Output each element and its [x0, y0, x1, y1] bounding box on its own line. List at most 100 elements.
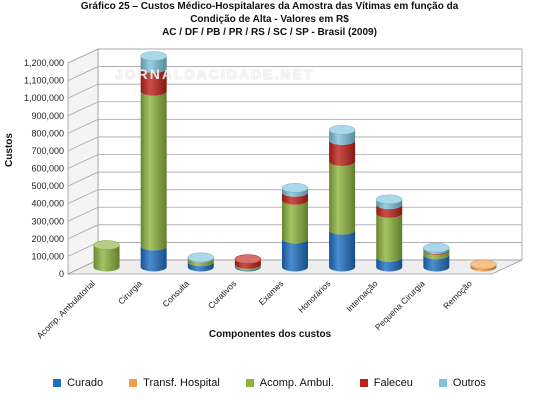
bar-cap	[93, 240, 120, 250]
bar-segment	[470, 259, 497, 272]
gridline	[67, 118, 522, 134]
bar-segment	[234, 254, 262, 269]
bar-segment	[423, 249, 450, 255]
y-tick-label: 1,100,000	[24, 76, 64, 86]
bar-segment	[93, 240, 120, 272]
bar-body	[423, 249, 450, 255]
bar-segment	[329, 140, 356, 166]
gridline	[67, 83, 522, 99]
bar-segment	[423, 254, 450, 272]
bar-body	[140, 56, 167, 73]
y-tick-label: 500,000	[31, 181, 64, 191]
bar-segment	[376, 213, 403, 262]
bar-cap	[140, 51, 167, 61]
x-category-label: Cirurgia	[116, 278, 144, 306]
x-category-label: Internação	[344, 278, 380, 314]
legend-swatch	[53, 379, 62, 387]
legend-label: Transf. Hospital	[143, 377, 220, 389]
y-tick-label: 600,000	[31, 164, 64, 174]
bar-body	[329, 230, 356, 272]
gridline	[67, 189, 522, 205]
bar-segment	[234, 266, 261, 272]
bar-segment	[140, 51, 167, 73]
legend-swatch	[438, 379, 447, 387]
bar-body	[423, 247, 450, 254]
x-category-label: Exames	[257, 278, 286, 307]
legend-label: Outros	[452, 377, 486, 389]
bar-cap	[423, 242, 450, 253]
bar-body	[234, 259, 261, 269]
x-category-label: Honorários	[296, 278, 332, 314]
gridline	[67, 66, 522, 81]
bar-body	[376, 204, 403, 218]
bar-segment	[140, 91, 167, 251]
bar-body	[282, 187, 308, 197]
bar-segment	[234, 264, 261, 271]
bar-segment	[282, 200, 308, 244]
bar-segment	[187, 258, 214, 267]
y-tick-label: 1,000,000	[24, 93, 64, 103]
y-tick-label: 800,000	[31, 128, 64, 138]
chart-title-line-1: Gráfico 25 – Custos Médico-Hospitalares …	[80, 1, 459, 12]
bar-segment	[281, 183, 309, 197]
bar-body	[234, 264, 261, 271]
legend-item: Transf. Hospital	[129, 377, 220, 389]
watermark: JORNALDACIDADE.NET	[115, 66, 315, 82]
bar-body	[140, 245, 167, 272]
bar-segment	[282, 192, 308, 205]
bar-body	[140, 68, 167, 96]
chart-title-line-2: Condição de Alta - Valores em R$	[190, 14, 349, 25]
bar-body	[234, 266, 261, 272]
bar-body	[329, 161, 356, 235]
legend-item: Acomp. Ambul.	[245, 377, 334, 389]
gridline	[67, 136, 522, 152]
bar-body	[329, 129, 356, 145]
y-tick-label: 400,000	[31, 199, 64, 209]
legend-swatch	[129, 379, 138, 387]
bar-segment	[376, 204, 403, 218]
bar-cap	[328, 125, 356, 135]
gridline	[67, 154, 522, 169]
bar-body	[187, 261, 214, 272]
bar-cap	[375, 194, 403, 205]
legend-label: Faleceu	[373, 377, 413, 389]
bar-cap	[187, 252, 215, 263]
bar-body	[282, 200, 308, 244]
bar-body	[282, 238, 308, 272]
bar-body	[423, 254, 450, 272]
y-axis-title: Custos	[4, 133, 15, 167]
x-axis-title: Componentes dos custos	[209, 329, 332, 340]
x-category-label: Curativos	[206, 278, 238, 310]
gridline	[67, 48, 522, 64]
bar-segment	[423, 250, 450, 260]
legend-item: Curado	[53, 377, 103, 389]
legend-item: Outros	[438, 377, 486, 389]
bar-body	[376, 213, 403, 262]
bar-cap	[234, 254, 262, 264]
bar-body	[376, 199, 403, 210]
chart-title-line-3: AC / DF / PB / PR / RS / SC / SP - Brasi…	[162, 27, 377, 38]
bar-body	[187, 258, 214, 267]
bar-segment	[375, 194, 403, 210]
bar-segment	[376, 257, 403, 272]
bar-body	[423, 250, 450, 260]
x-category-label: Acomp. Ambulatorial	[35, 278, 97, 340]
y-tick-label: 0	[59, 269, 64, 279]
bar-body	[470, 264, 497, 272]
legend-swatch	[245, 379, 254, 387]
bar-body	[282, 192, 308, 205]
bar-segment	[329, 161, 356, 235]
gridline	[67, 171, 522, 187]
x-category-label: Consulta	[160, 278, 191, 309]
bar-segment	[140, 245, 167, 272]
y-tick-label: 700,000	[31, 146, 64, 156]
bar-body	[140, 91, 167, 251]
bar-segment	[187, 252, 215, 263]
chart-title: Gráfico 25 – Custos Médico-Hospitalares …	[0, 0, 539, 39]
bar-chart: 0 100,000 200,000 300,000 400,000 500,000 600,…	[4, 48, 523, 341]
bar-body	[93, 245, 120, 272]
bar-segment	[187, 261, 214, 272]
legend-swatch	[359, 379, 368, 387]
bar-body	[329, 140, 356, 166]
bar-segment	[423, 242, 450, 254]
